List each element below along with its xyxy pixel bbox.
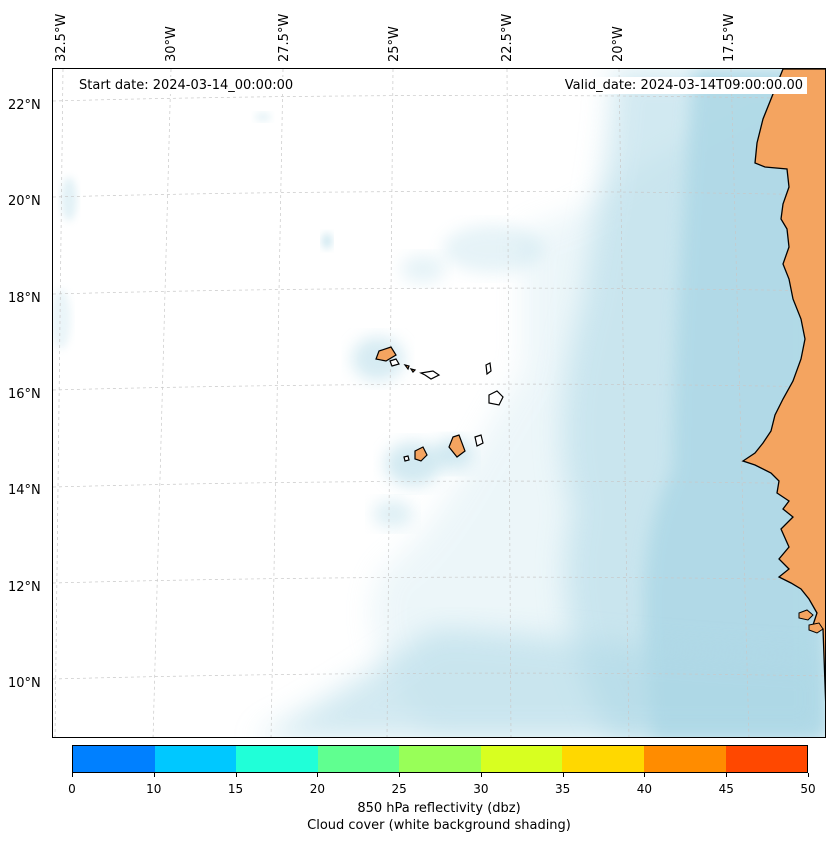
lat-label-12n: 12°N (8, 580, 41, 595)
graticule (53, 69, 825, 737)
colorbar-tick-label: 20 (309, 782, 325, 796)
colorbar-tick-label: 0 (68, 782, 76, 796)
lon-label-25w: 25°W (387, 26, 402, 62)
colorbar-label: 850 hPa reflectivity (dbz) (357, 801, 521, 816)
colorbar-tick-mark (153, 773, 155, 777)
colorbar-segment (480, 746, 563, 772)
coastal-islet (808, 622, 824, 634)
colorbar-tick-label: 15 (227, 782, 244, 796)
lat-label-18n: 18°N (8, 291, 41, 306)
colorbar-tick-label: 25 (391, 782, 407, 796)
cape-verde-islands (375, 346, 504, 462)
colorbar-tick-label: 45 (718, 782, 734, 796)
colorbar-segment (154, 746, 237, 772)
colorbar-tick-mark (644, 773, 646, 777)
colorbar-segment (236, 746, 318, 772)
colorbar-segment (317, 746, 400, 772)
colorbar-segment (643, 746, 726, 772)
colorbar-tick-mark (399, 773, 401, 777)
lat-label-14n: 14°N (8, 483, 41, 498)
valid-date-label: Valid_date: 2024-03-14T09:00:00.00 (560, 77, 807, 94)
lon-label-22-5w: 22.5°W (500, 13, 515, 62)
start-date-label: Start date: 2024-03-14_00:00:00 (75, 77, 298, 94)
colorbar-sublabel: Cloud cover (white background shading) (307, 818, 571, 833)
colorbar-segment (725, 746, 808, 772)
colorbar-tick-label: 50 (800, 782, 816, 796)
lon-label-20w: 20°W (611, 26, 626, 62)
map-canvas (53, 69, 825, 737)
colorbar-tick-mark (808, 773, 809, 777)
lon-label-32-5w: 32.5°W (54, 13, 69, 62)
colorbar-segment (73, 746, 155, 772)
colorbar-segment (399, 746, 481, 772)
colorbar-tick-label: 40 (636, 782, 653, 796)
lon-label-17-5w: 17.5°W (722, 13, 737, 62)
lat-label-20n: 20°N (8, 194, 41, 209)
colorbar-tick-mark (480, 773, 482, 777)
colorbar-tick-label: 35 (555, 782, 571, 796)
lat-label-16n: 16°N (8, 387, 41, 402)
lon-label-30w: 30°W (164, 26, 179, 62)
african-coast-landmass (741, 69, 825, 702)
colorbar-tick-mark (72, 773, 73, 777)
lat-label-22n: 22°N (8, 98, 41, 113)
colorbar-tick-mark (235, 773, 237, 777)
reflectivity-colorbar (72, 745, 808, 773)
bissagos-islands (798, 609, 814, 621)
colorbar-tick-mark (317, 773, 319, 777)
colorbar-tick-mark (562, 773, 564, 777)
colorbar-tick-label: 10 (146, 782, 162, 796)
colorbar-tick-mark (726, 773, 728, 777)
lat-label-10n: 10°N (8, 676, 41, 691)
colorbar-segment (562, 746, 644, 772)
colorbar-tick-label: 30 (473, 782, 489, 796)
map-panel[interactable]: Start date: 2024-03-14_00:00:00 Valid_da… (52, 68, 826, 738)
lon-label-27-5w: 27.5°W (277, 13, 292, 62)
cloud-cover-layer (53, 69, 825, 737)
